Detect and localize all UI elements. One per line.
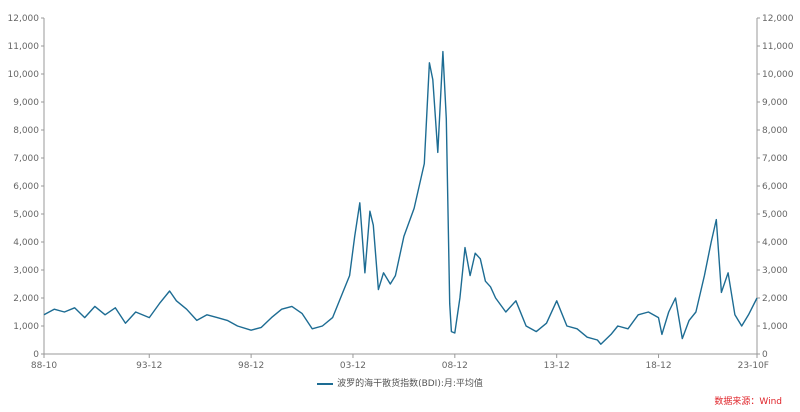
y-tick-label-right: 2,000 — [762, 294, 788, 304]
legend-swatch — [317, 382, 334, 385]
x-tick-label: 13-12 — [544, 361, 570, 371]
x-tick-label: 88-10 — [31, 361, 57, 371]
y-tick-label-left: 8,000 — [13, 126, 39, 136]
series-layer — [43, 50, 758, 345]
left-y-axis: 0 1,000 2,000 3,000 4,000 5,000 6,000 7,000 8,00… — [8, 14, 44, 360]
y-tick-label-left: 7,000 — [13, 154, 39, 164]
y-tick-label-left: 6,000 — [13, 182, 39, 192]
y-tick-label-right: 5,000 — [762, 210, 788, 220]
y-tick-label-right: 9,000 — [762, 98, 788, 108]
y-tick-label-left: 2,000 — [13, 294, 39, 304]
y-tick-label-left: 11,000 — [8, 42, 40, 52]
y-tick-label-right: 3,000 — [762, 266, 788, 276]
y-tick-label-right: 1,000 — [762, 322, 788, 332]
chart-legend: 波罗的海干散货指数(BDI):月:平均值 — [0, 376, 800, 389]
legend-label: 波罗的海干散货指数(BDI):月:平均值 — [337, 379, 483, 389]
y-tick-label-right: 12,000 — [762, 14, 794, 24]
y-tick-label-right: 10,000 — [762, 70, 794, 80]
x-tick-label: 18-12 — [645, 361, 671, 371]
y-tick-label-left: 5,000 — [13, 210, 39, 220]
y-tick-label-right: 11,000 — [762, 42, 794, 52]
x-axis: 88-10 93-12 98-12 03-12 08-12 13-12 18-12 23-10… — [31, 354, 769, 371]
y-tick-label-right: 7,000 — [762, 154, 788, 164]
data-source-note: 数据来源：Wind — [714, 397, 782, 407]
x-tick-label: 03-12 — [340, 361, 366, 371]
y-tick-label-right: 0 — [762, 350, 768, 360]
series-line-bdi — [43, 50, 758, 345]
y-tick-label-right: 4,000 — [762, 238, 788, 248]
y-tick-label-right: 8,000 — [762, 126, 788, 136]
chart-axes — [43, 18, 758, 355]
y-tick-label-left: 9,000 — [13, 98, 39, 108]
y-tick-label-left: 10,000 — [8, 70, 40, 80]
y-tick-label-left: 12,000 — [8, 14, 40, 24]
x-tick-label: 23-10F — [738, 361, 769, 371]
x-tick-label: 08-12 — [442, 361, 468, 371]
y-tick-label-left: 1,000 — [13, 322, 39, 332]
y-tick-label-right: 6,000 — [762, 182, 788, 192]
x-tick-label: 93-12 — [136, 361, 162, 371]
y-tick-label-left: 3,000 — [13, 266, 39, 276]
x-tick-label: 98-12 — [238, 361, 264, 371]
y-tick-label-left: 0 — [33, 350, 39, 360]
right-y-axis: 0 1,000 2,000 3,000 4,000 5,000 6,000 7,000 8,00… — [757, 14, 794, 360]
y-tick-label-left: 4,000 — [13, 238, 39, 248]
